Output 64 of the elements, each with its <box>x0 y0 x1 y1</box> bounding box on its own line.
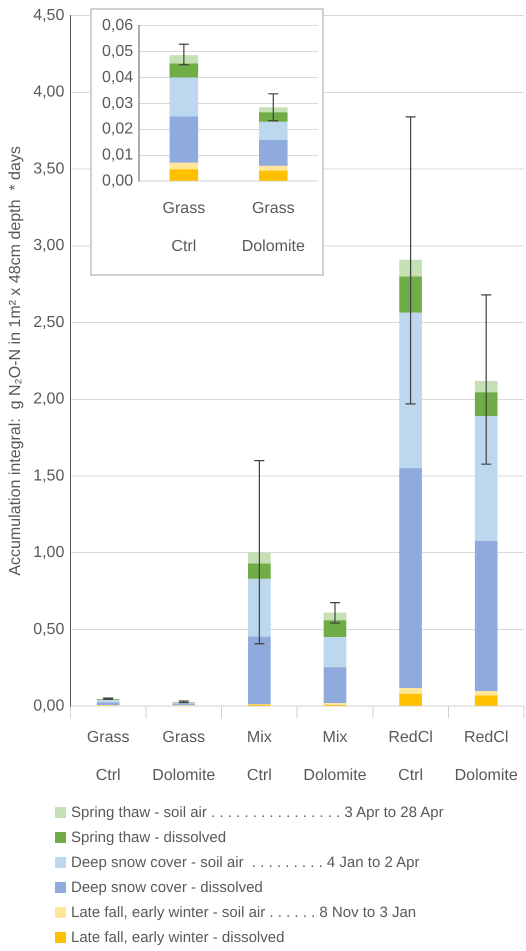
category-label: RedCl Ctrl <box>388 728 433 784</box>
legend-label: Spring thaw - soil air . . . . . . . . . . . . . . . . 3 Apr to 28 Apr <box>71 804 444 821</box>
y-tick-label: 0,00 <box>33 698 64 715</box>
bar <box>474 540 498 692</box>
y-tick-label: 0,50 <box>33 620 64 638</box>
bar <box>474 691 498 696</box>
y-tick-label: 1,00 <box>33 544 64 562</box>
category-label: RedCl Dolomite <box>454 728 518 784</box>
y-tick-label: 2,50 <box>33 314 64 331</box>
bar <box>170 162 198 170</box>
bar <box>474 416 498 541</box>
bar <box>170 63 198 78</box>
bar <box>399 260 422 276</box>
y-tick-label: 1,50 <box>33 467 64 484</box>
legend-label: Deep snow cover - soil air . . . . . . . . . 4 Jan to 2 Apr <box>71 854 420 871</box>
y-tick-label: 0,02 <box>102 120 134 138</box>
category-label: Grass Ctrl <box>162 200 206 256</box>
bar <box>248 563 271 579</box>
bar <box>399 694 422 706</box>
y-tick-label: 2,00 <box>33 390 64 408</box>
legend-label: Late fall, early winter - soil air . . . . . . 8 Nov to 3 Jan <box>71 904 416 921</box>
bar <box>170 77 198 116</box>
bar <box>474 392 498 416</box>
bar <box>474 380 498 392</box>
legend-label: Spring thaw - dissolved <box>71 829 226 846</box>
bar <box>258 140 288 166</box>
bar <box>474 695 498 706</box>
y-axis-title: Accumulation integral: g N₂O-N in 1m² x 48cm depth * days <box>7 146 24 576</box>
bar <box>170 55 198 64</box>
bar <box>248 552 271 564</box>
y-tick-label: 4,00 <box>33 84 64 101</box>
y-tick-label: 0,04 <box>102 68 134 86</box>
category-label: Grass Dolomite <box>152 728 216 784</box>
y-tick-label: 3,50 <box>33 160 64 178</box>
y-tick-label: 0,05 <box>102 42 134 60</box>
y-tick-label: 0,06 <box>102 17 134 34</box>
bar <box>170 169 198 181</box>
y-tick-label: 0,03 <box>102 94 134 112</box>
legend-label: Late fall, early winter - dissolved <box>71 929 284 946</box>
bar <box>258 166 288 171</box>
bar <box>258 122 288 140</box>
bar <box>170 116 198 163</box>
bar <box>399 312 422 468</box>
bar <box>248 636 271 704</box>
bar <box>324 620 346 637</box>
bar <box>248 578 271 637</box>
bar <box>324 667 346 704</box>
category-label: Grass Ctrl <box>86 728 130 784</box>
bar <box>258 170 288 181</box>
bar <box>399 276 422 313</box>
category-label: Grass Dolomite <box>242 200 305 256</box>
bar <box>258 112 288 122</box>
y-tick-label: 0,00 <box>102 172 134 190</box>
y-tick-label: 4,50 <box>33 7 64 24</box>
y-tick-label: 3,00 <box>33 237 64 254</box>
bar <box>324 612 346 620</box>
category-label: Mix Dolomite <box>303 728 367 784</box>
bar <box>96 702 120 706</box>
bar <box>399 468 422 688</box>
bar <box>399 688 422 694</box>
category-label: Mix Ctrl <box>246 728 272 784</box>
y-tick-label: 0,01 <box>102 146 134 164</box>
legend-label: Deep snow cover - dissolved <box>71 879 263 896</box>
bar <box>324 636 346 668</box>
